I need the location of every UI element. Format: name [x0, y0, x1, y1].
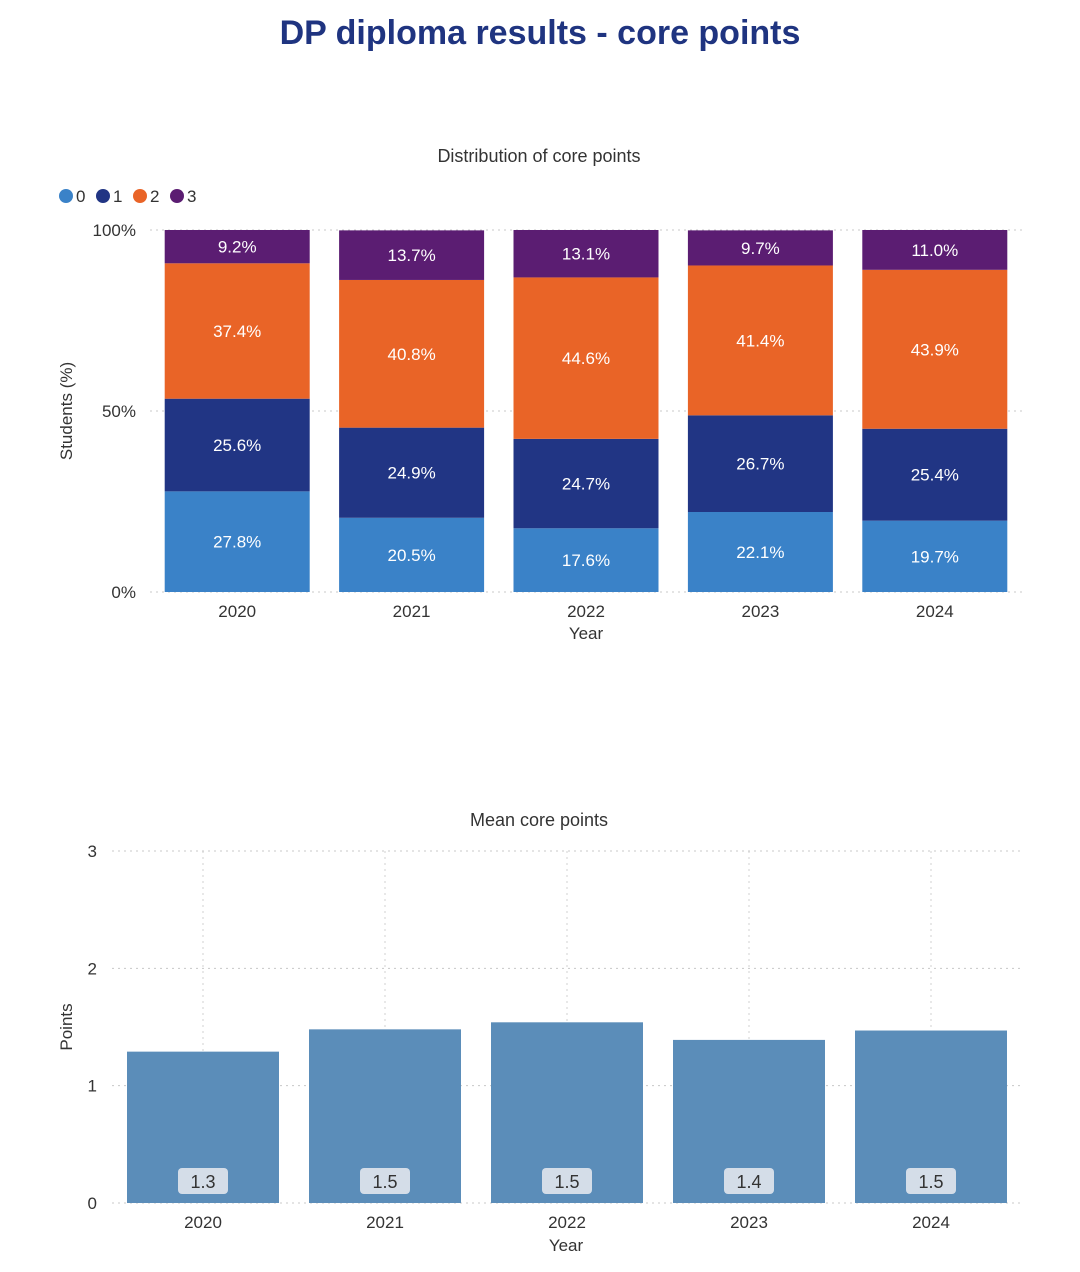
data-label-box [906, 1168, 956, 1194]
bar-segment-2022-1[interactable] [513, 438, 659, 529]
page-title: DP diploma results - core points [279, 14, 801, 52]
legend-marker-2[interactable] [133, 189, 147, 203]
data-label-box [724, 1168, 774, 1194]
y-tick-label: 100% [93, 221, 136, 240]
x-tick-label: 2021 [393, 602, 431, 621]
bar-segment-2024-1[interactable] [862, 428, 1008, 521]
data-label: 1.3 [190, 1172, 215, 1192]
y-tick-label: 0% [111, 583, 136, 602]
data-label: 9.2% [218, 238, 257, 257]
data-label-box [542, 1168, 592, 1194]
data-label: 40.8% [387, 345, 435, 364]
data-label: 43.9% [911, 340, 959, 359]
bar-segment-2021-3[interactable] [339, 230, 485, 280]
data-label: 44.6% [562, 349, 610, 368]
data-label: 13.1% [562, 245, 610, 264]
data-label: 1.5 [554, 1172, 579, 1192]
data-label: 11.0% [911, 241, 958, 260]
bar-segment-2022-2[interactable] [513, 277, 659, 439]
bar-segment-2021-0[interactable] [339, 517, 485, 592]
legend-marker-1[interactable] [96, 189, 110, 203]
data-label-box [360, 1168, 410, 1194]
data-label: 13.7% [387, 246, 435, 265]
legend-label-2[interactable]: 2 [150, 187, 159, 206]
data-label: 27.8% [213, 533, 261, 552]
data-label: 1.5 [372, 1172, 397, 1192]
bar-segment-2020-3[interactable] [164, 230, 310, 264]
bar-segment-2020-0[interactable] [164, 491, 310, 592]
data-label: 41.4% [736, 331, 784, 350]
y-axis-label: Students (%) [57, 362, 76, 460]
data-label: 37.4% [213, 322, 261, 341]
data-label: 25.4% [911, 466, 959, 485]
bar-segment-2020-2[interactable] [164, 263, 310, 399]
data-label: 22.1% [736, 543, 784, 562]
bar-segment-2021-1[interactable] [339, 427, 485, 518]
bar-segment-2023-2[interactable] [687, 265, 833, 416]
x-tick-label: 2023 [730, 1213, 768, 1232]
y-tick-label: 1 [88, 1077, 97, 1096]
bar-segment-2020-1[interactable] [164, 398, 310, 492]
chart-title: Mean core points [470, 810, 608, 830]
data-label: 19.7% [911, 547, 959, 566]
legend-marker-0[interactable] [59, 189, 73, 203]
bar-segment-2022-3[interactable] [513, 230, 659, 278]
legend-label-1[interactable]: 1 [113, 187, 122, 206]
data-label: 24.7% [562, 475, 610, 494]
legend-label-0[interactable]: 0 [76, 187, 85, 206]
bar-segment-2021-2[interactable] [339, 279, 485, 428]
y-tick-label: 3 [88, 842, 97, 861]
x-tick-label: 2021 [366, 1213, 404, 1232]
data-label: 1.5 [918, 1172, 943, 1192]
bar-segment-2022-0[interactable] [513, 528, 659, 592]
y-axis-label: Points [57, 1003, 76, 1050]
bar-segment-2023-3[interactable] [687, 230, 833, 266]
bar-segment-2024-3[interactable] [862, 230, 1008, 270]
distribution-chart: Distribution of core points 0 1 2 3 0% 50% 100%… [57, 146, 1022, 643]
data-label: 9.7% [741, 239, 780, 258]
data-label-box [178, 1168, 228, 1194]
x-tick-label: 2022 [567, 602, 605, 621]
x-tick-label: 2024 [916, 602, 954, 621]
bar-segment-2023-1[interactable] [687, 415, 833, 512]
legend-label-3[interactable]: 3 [187, 187, 196, 206]
y-tick-label: 50% [102, 402, 136, 421]
x-tick-label: 2020 [218, 602, 256, 621]
y-tick-label: 0 [88, 1194, 97, 1213]
data-label: 25.6% [213, 436, 261, 455]
bar-segment-2024-2[interactable] [862, 269, 1008, 429]
x-tick-label: 2022 [548, 1213, 586, 1232]
y-tick-label: 2 [88, 959, 97, 978]
x-axis-label: Year [569, 624, 604, 643]
mean-chart: Mean core points 0 1 2 3 Points 1.3 2020 1.5 2021… [57, 810, 1022, 1255]
bar-segment-2023-0[interactable] [687, 511, 833, 592]
data-label: 24.9% [387, 464, 435, 483]
bar-segment-2024-0[interactable] [862, 520, 1008, 592]
x-tick-label: 2020 [184, 1213, 222, 1232]
x-tick-label: 2024 [912, 1213, 950, 1232]
data-label: 17.6% [562, 551, 610, 570]
data-label: 20.5% [387, 546, 435, 565]
legend-marker-3[interactable] [170, 189, 184, 203]
x-axis-label: Year [549, 1236, 584, 1255]
x-tick-label: 2023 [741, 602, 779, 621]
data-label: 1.4 [736, 1172, 761, 1192]
chart-title: Distribution of core points [437, 146, 640, 166]
data-label: 26.7% [736, 455, 784, 474]
